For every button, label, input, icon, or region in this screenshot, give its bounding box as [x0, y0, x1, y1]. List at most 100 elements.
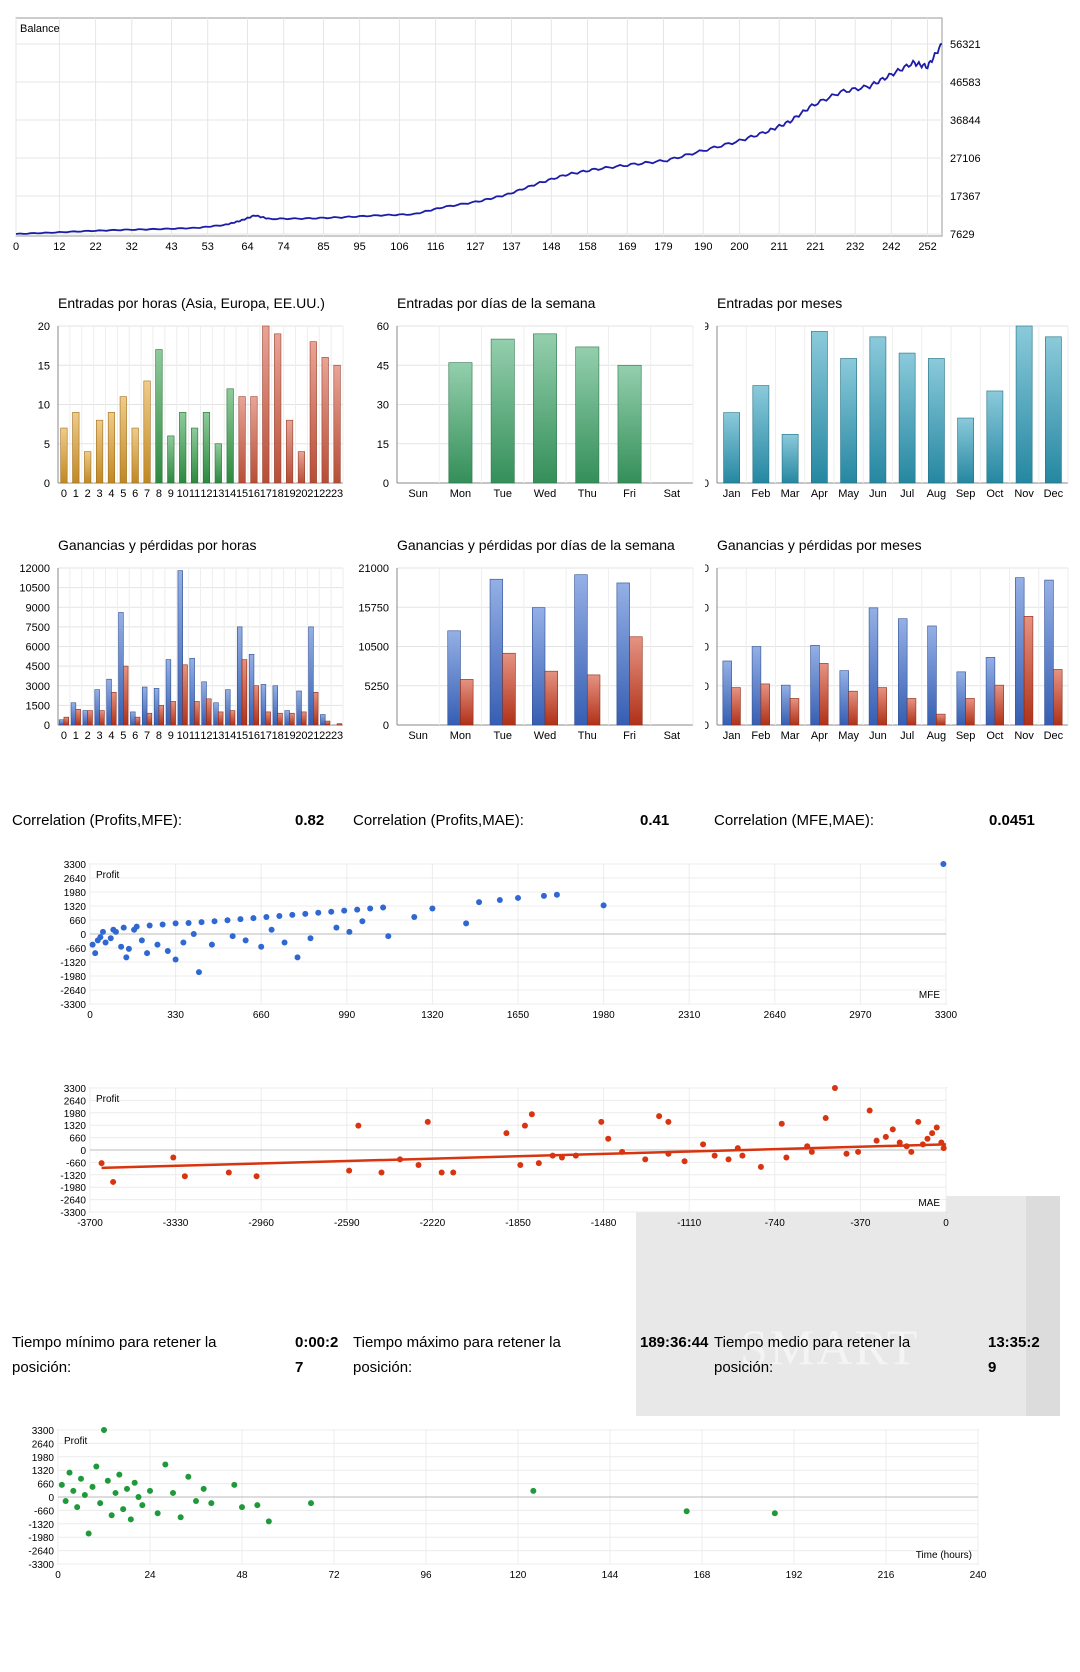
loss-bar [289, 712, 295, 726]
bar [238, 396, 246, 484]
y-tick-label: 46583 [950, 77, 981, 89]
x-tick-label: 19 [283, 730, 295, 742]
y-tick-label: 6500 [705, 642, 709, 654]
y-tick-label: 3300 [64, 1084, 87, 1095]
x-tick-label: 158 [578, 241, 596, 253]
profit-bar [810, 644, 820, 726]
loss-bar [146, 712, 153, 726]
x-tick-label: -2960 [248, 1218, 274, 1229]
bar [840, 358, 857, 484]
loss-bar [99, 710, 105, 726]
scatter-point [97, 1500, 104, 1507]
scatter-point [123, 954, 130, 961]
scatter-point [133, 923, 140, 930]
profit-bar [118, 612, 124, 726]
x-tick-label: 3300 [935, 1010, 958, 1021]
x-tick-label: Jun [869, 488, 887, 500]
x-tick-label: 252 [918, 241, 936, 253]
scatter-point [438, 1169, 445, 1176]
x-tick-label: 120 [510, 1570, 527, 1581]
x-tick-label: Aug [927, 488, 947, 500]
pl-by-month-chart: Ganancias y pérdidas por meses 13000 9750 6… [705, 537, 1069, 742]
loss-bar [313, 691, 319, 726]
scatter-point [110, 1178, 117, 1185]
scatter-point [940, 861, 947, 867]
scatter-point [535, 1160, 542, 1167]
x-tick-label: Apr [811, 730, 828, 742]
y-tick-label: 2640 [32, 1439, 55, 1450]
scatter-point [380, 904, 387, 911]
y-tick-label: 56321 [950, 39, 981, 51]
bar [928, 358, 945, 484]
scatter-point [346, 1167, 353, 1174]
scatter-point [346, 928, 353, 935]
x-tick-label: 24 [144, 1570, 156, 1581]
x-tick-label: Apr [811, 488, 828, 500]
x-tick-label: 22 [319, 730, 331, 742]
y-tick-label: 6000 [26, 642, 50, 654]
balance-line [15, 43, 943, 235]
profit-bar [447, 630, 461, 726]
scatter-point [190, 931, 197, 937]
scatter-point [89, 1483, 96, 1490]
x-tick-label: Dec [1044, 730, 1064, 742]
bar [84, 451, 92, 484]
x-tick-label: 19 [283, 488, 295, 500]
x-tick-label: 13 [212, 730, 224, 742]
scatter-point [919, 1141, 926, 1148]
correlation-label: Correlation (MFE,MAE): [714, 812, 875, 829]
y-tick-label: 4500 [26, 661, 50, 673]
x-tick-label: 23 [331, 730, 343, 742]
profit-bar [532, 607, 546, 726]
bar [333, 364, 341, 484]
y-tick-label: 0 [383, 478, 389, 490]
profit-bar [868, 607, 879, 726]
bar [297, 451, 306, 484]
avg-hold-time-value: 13:35:29 [988, 1334, 1040, 1376]
x-tick-label: 211 [770, 241, 788, 253]
x-tick-label: Wed [534, 488, 556, 500]
y-tick-label: 13000 [705, 563, 709, 575]
scatter-point [771, 1510, 778, 1517]
entries-by-month-chart: Entradas por meses 29 0 Jan Feb Mar Apr May Jun J… [705, 295, 1069, 500]
bar [490, 338, 515, 484]
bar [898, 352, 916, 484]
scatter-point [162, 1461, 169, 1468]
chart-title: Entradas por meses [717, 295, 842, 311]
y-tick-label: -2640 [60, 1196, 86, 1207]
x-tick-label: 2 [85, 488, 91, 500]
loss-bar [134, 716, 141, 726]
y-tick-label: 15 [38, 360, 50, 372]
x-tick-label: 10 [177, 488, 189, 500]
y-tick-label: -1320 [60, 958, 86, 969]
loss-bar [965, 698, 975, 726]
y-tick-label: 660 [69, 916, 86, 927]
x-tick-label: May [838, 488, 859, 500]
scatter-point [530, 1487, 537, 1494]
scatter-point [78, 1475, 84, 1482]
x-tick-label: Dec [1044, 488, 1064, 500]
scatter-point [757, 1163, 764, 1170]
bar [226, 388, 234, 484]
scatter-point [843, 1150, 850, 1157]
y-tick-label: 1320 [32, 1466, 55, 1477]
scatter-point [70, 1487, 77, 1494]
scatter-point [933, 1124, 940, 1131]
x-tick-label: 16 [248, 488, 260, 500]
scatter-point [193, 1498, 199, 1505]
x-tick-label: 16 [248, 730, 260, 742]
loss-bar [629, 636, 643, 726]
y-tick-label: -660 [66, 1158, 86, 1169]
correlation-value: 0.0451 [989, 812, 1035, 829]
scatter-point [131, 1479, 138, 1486]
profit-bar [489, 578, 504, 726]
scatter-point [276, 912, 283, 919]
x-tick-label: Jun [869, 730, 887, 742]
x-tick-label: 127 [466, 241, 484, 253]
watermark-text: SMART [740, 1319, 920, 1375]
scatter-point [254, 1502, 261, 1509]
scatter-point [681, 1158, 688, 1165]
profit-bar [153, 688, 160, 726]
x-tick-label: 200 [730, 241, 748, 253]
scatter-point [355, 1122, 362, 1129]
